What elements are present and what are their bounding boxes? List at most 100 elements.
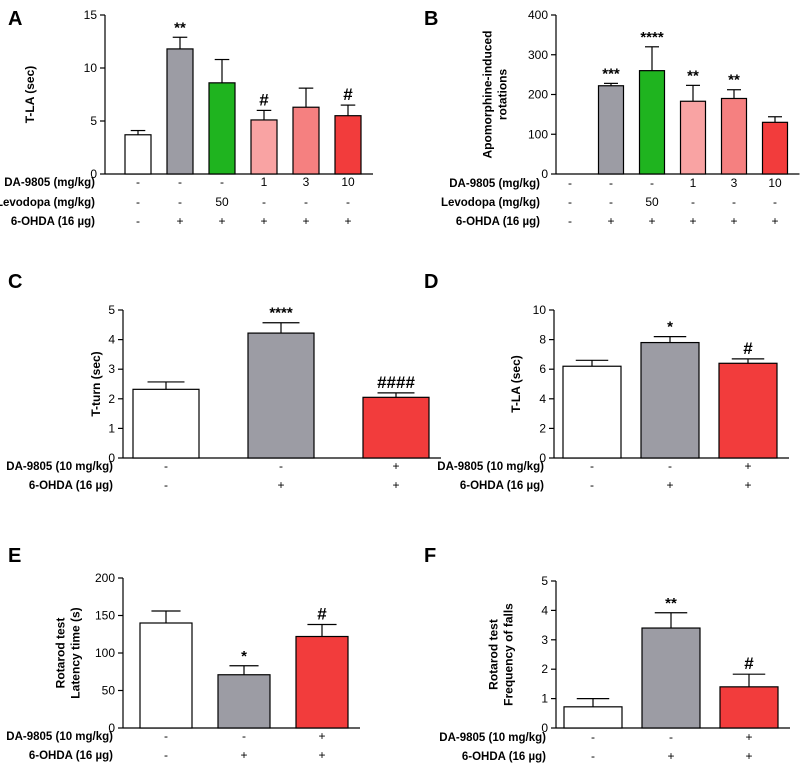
- y-tick-label: 2: [539, 421, 546, 435]
- y-tick-label: 0: [539, 451, 546, 465]
- condition-cell: +: [277, 478, 284, 492]
- y-tick-label: 150: [95, 609, 115, 623]
- y-axis-label: T-LA (sec): [509, 355, 523, 413]
- condition-cell: 1: [261, 175, 268, 189]
- y-tick-label: 15: [84, 8, 98, 22]
- condition-cell: +: [260, 214, 267, 228]
- bar: [132, 388, 200, 459]
- condition-cell: -: [732, 195, 736, 209]
- bar: [124, 134, 152, 175]
- condition-cell: +: [745, 749, 752, 763]
- significance-label: #: [743, 339, 753, 358]
- bar: [217, 674, 271, 729]
- panel-letter: E: [8, 545, 21, 567]
- y-axis-label: Rotarod test: [487, 619, 501, 690]
- condition-cell: -: [568, 214, 572, 228]
- condition-cell: -: [590, 478, 594, 492]
- y-tick-label: 400: [528, 8, 548, 22]
- y-tick-label: 10: [84, 61, 98, 75]
- y-tick-label: 200: [95, 571, 115, 585]
- significance-label: #: [317, 605, 327, 624]
- condition-cell: -: [590, 459, 594, 473]
- condition-row-label: 6-OHDA (16 µg): [11, 216, 95, 228]
- condition-row-label: DA-9805 (10 mg/kg): [6, 461, 113, 473]
- bar: [718, 362, 778, 459]
- condition-cell: -: [691, 195, 695, 209]
- y-tick-label: 5: [541, 574, 548, 588]
- condition-cell: -: [136, 214, 140, 228]
- bar: [166, 48, 194, 175]
- y-axis-label: Frequency of falls: [502, 603, 516, 706]
- panel-e: E 0 50 100 150 200 Rotarod test Latency time (s…: [6, 545, 360, 762]
- condition-cell: +: [218, 214, 225, 228]
- condition-cell: +: [648, 214, 655, 228]
- bar: [640, 341, 700, 459]
- condition-cell: -: [591, 730, 595, 744]
- panel-a: A 0 5 10 15 T-LA (sec) ** # # DA-9805 (mg/kg) - - - 1…: [0, 8, 373, 228]
- significance-label: #: [343, 85, 353, 104]
- y-tick-label: 6: [539, 362, 546, 376]
- significance-label: *: [241, 648, 247, 665]
- condition-cell: 10: [341, 175, 355, 189]
- significance-label: ####: [377, 373, 415, 392]
- condition-cell: +: [318, 729, 325, 743]
- condition-row-label: DA-9805 (10 mg/kg): [439, 732, 546, 744]
- y-tick-label: 100: [528, 127, 548, 141]
- bar: [247, 332, 315, 459]
- y-axis-label: Rotarod test: [54, 618, 68, 689]
- y-axis-label: Apomorphine-induced: [481, 31, 495, 159]
- condition-cell: -: [136, 175, 140, 189]
- panel-f: F 0 1 2 3 4 5 Rotarod test Frequency of falls ** #…: [424, 545, 790, 763]
- bar: [362, 396, 430, 459]
- condition-cell: -: [609, 176, 613, 190]
- condition-row-label: 6-OHDA (16 µg): [456, 216, 540, 228]
- condition-cell: +: [771, 214, 778, 228]
- condition-cell: 50: [645, 195, 659, 209]
- condition-cell: -: [164, 478, 168, 492]
- condition-cell: -: [669, 730, 673, 744]
- y-tick-label: 0: [541, 721, 548, 735]
- significance-label: ****: [640, 29, 664, 46]
- y-tick-label: 2: [541, 662, 548, 676]
- condition-row-label: 6-OHDA (16 µg): [29, 480, 113, 492]
- condition-cell: -: [220, 175, 224, 189]
- condition-cell: -: [242, 729, 246, 743]
- condition-cell: 1: [690, 176, 697, 190]
- condition-cell: +: [344, 214, 351, 228]
- condition-row-label: DA-9805 (10 mg/kg): [437, 461, 544, 473]
- panel-c: C 0 1 2 3 4 5 T-turn (sec) **** #### DA-9805 (10 m…: [6, 271, 441, 492]
- panel-letter: A: [8, 8, 22, 30]
- condition-row-label: Levodopa (mg/kg): [0, 197, 95, 209]
- y-axis-label: T-LA (sec): [23, 66, 37, 124]
- y-tick-label: 10: [533, 303, 547, 317]
- panel-d: D 0 2 4 6 8 10 T-LA (sec) * # DA-9805 (10 mg/kg) - -…: [424, 271, 789, 492]
- y-axis-label: T-turn (sec): [89, 351, 103, 416]
- condition-row-label: DA-9805 (mg/kg): [449, 178, 540, 190]
- significance-label: ****: [269, 305, 293, 322]
- bar: [334, 115, 362, 175]
- condition-cell: 3: [731, 176, 738, 190]
- bar: [719, 686, 779, 729]
- panel-b: B 0 100 200 300 400 Apomorphine-induced rotatio…: [424, 8, 800, 228]
- y-tick-label: 5: [90, 114, 97, 128]
- condition-cell: -: [164, 748, 168, 762]
- y-axis-label: rotations: [496, 69, 510, 121]
- panel-letter: B: [424, 8, 438, 30]
- condition-cell: -: [568, 195, 572, 209]
- y-tick-label: 3: [108, 362, 115, 376]
- condition-cell: +: [392, 459, 399, 473]
- condition-cell: +: [745, 730, 752, 744]
- condition-cell: -: [164, 459, 168, 473]
- condition-cell: +: [667, 749, 674, 763]
- y-tick-label: 1: [108, 421, 115, 435]
- significance-label: #: [259, 90, 269, 109]
- condition-cell: 3: [303, 175, 310, 189]
- bar: [208, 82, 236, 175]
- bar: [139, 622, 193, 729]
- condition-row-label: 6-OHDA (16 µg): [29, 750, 113, 762]
- y-tick-label: 4: [539, 392, 546, 406]
- bar: [638, 70, 666, 175]
- condition-cell: +: [744, 478, 751, 492]
- condition-row-label: DA-9805 (mg/kg): [4, 177, 95, 189]
